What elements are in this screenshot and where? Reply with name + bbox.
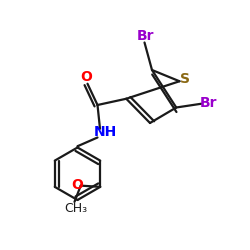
Text: O: O [80,70,92,84]
Text: Br: Br [137,28,154,42]
Text: CH₃: CH₃ [64,202,87,214]
Text: NH: NH [94,126,117,140]
Text: Br: Br [200,96,217,110]
Text: O: O [72,178,84,192]
Text: S: S [180,72,190,86]
